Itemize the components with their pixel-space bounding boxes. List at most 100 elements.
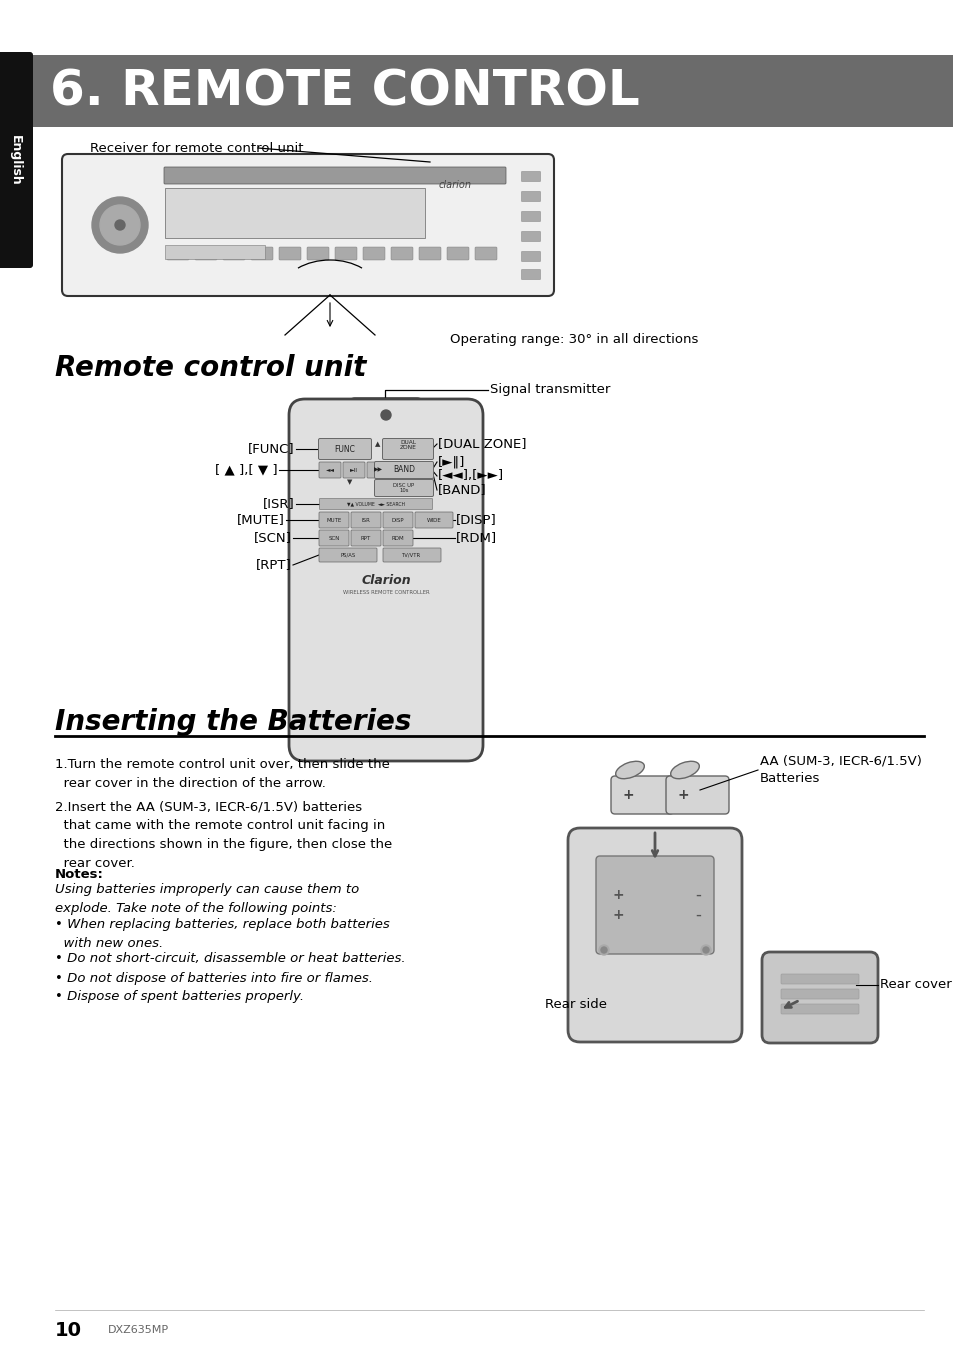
FancyBboxPatch shape [351, 512, 380, 529]
FancyBboxPatch shape [165, 188, 424, 238]
FancyBboxPatch shape [375, 461, 433, 479]
Text: ►II: ►II [350, 468, 357, 472]
Text: [RPT]: [RPT] [256, 558, 292, 572]
FancyBboxPatch shape [351, 530, 380, 546]
Text: [MUTE]: [MUTE] [237, 514, 285, 526]
FancyBboxPatch shape [307, 247, 329, 260]
Text: Using batteries improperly can cause them to
explode. Take note of the following: Using batteries improperly can cause the… [55, 883, 359, 915]
Text: [BAND]: [BAND] [437, 484, 486, 496]
FancyBboxPatch shape [0, 51, 33, 268]
Text: Rear side: Rear side [544, 999, 606, 1011]
FancyBboxPatch shape [781, 990, 858, 999]
Text: -: - [695, 906, 700, 923]
FancyBboxPatch shape [382, 530, 413, 546]
FancyBboxPatch shape [521, 269, 540, 280]
Circle shape [700, 945, 710, 955]
FancyBboxPatch shape [167, 247, 189, 260]
Text: • Do not short-circuit, disassemble or heat batteries.: • Do not short-circuit, disassemble or h… [55, 952, 405, 965]
Text: ◄◄: ◄◄ [325, 468, 335, 472]
Text: +: + [612, 909, 623, 922]
FancyBboxPatch shape [194, 247, 216, 260]
FancyBboxPatch shape [318, 438, 371, 460]
Text: MUTE: MUTE [326, 518, 341, 522]
FancyBboxPatch shape [318, 462, 340, 479]
Text: Signal transmitter: Signal transmitter [490, 384, 610, 396]
FancyBboxPatch shape [382, 548, 440, 562]
FancyBboxPatch shape [521, 172, 540, 181]
Text: • Dispose of spent batteries properly.: • Dispose of spent batteries properly. [55, 990, 304, 1003]
Text: Rear cover: Rear cover [879, 979, 951, 991]
Text: +: + [612, 888, 623, 902]
Text: BAND: BAND [393, 465, 415, 475]
FancyBboxPatch shape [596, 856, 713, 955]
Text: ▲: ▲ [375, 441, 380, 448]
FancyBboxPatch shape [318, 548, 376, 562]
Text: RDM: RDM [392, 535, 404, 541]
FancyBboxPatch shape [363, 247, 385, 260]
Text: [ ▲ ],[ ▼ ]: [ ▲ ],[ ▼ ] [215, 464, 277, 476]
FancyBboxPatch shape [382, 438, 433, 460]
FancyBboxPatch shape [521, 192, 540, 201]
Text: WIDE: WIDE [426, 518, 441, 522]
FancyBboxPatch shape [521, 211, 540, 222]
Text: clarion: clarion [438, 180, 471, 191]
Text: ▼▲ VOLUME  ◄► SEARCH: ▼▲ VOLUME ◄► SEARCH [347, 502, 405, 507]
FancyBboxPatch shape [375, 480, 433, 496]
Text: WIRELESS REMOTE CONTROLLER: WIRELESS REMOTE CONTROLLER [342, 589, 429, 595]
FancyBboxPatch shape [475, 247, 497, 260]
Circle shape [380, 410, 391, 420]
FancyBboxPatch shape [278, 247, 301, 260]
FancyBboxPatch shape [62, 154, 554, 296]
Text: 1.Turn the remote control unit over, then slide the
  rear cover in the directio: 1.Turn the remote control unit over, the… [55, 758, 390, 790]
Text: TV/VTR: TV/VTR [402, 553, 421, 557]
FancyBboxPatch shape [781, 1005, 858, 1014]
Text: • When replacing batteries, replace both batteries
  with new ones.: • When replacing batteries, replace both… [55, 918, 390, 950]
FancyBboxPatch shape [335, 247, 356, 260]
Ellipse shape [615, 761, 643, 779]
Text: [SCN]: [SCN] [253, 531, 292, 545]
Text: 10: 10 [55, 1321, 82, 1340]
FancyBboxPatch shape [165, 245, 265, 260]
Text: +: + [677, 788, 688, 802]
FancyBboxPatch shape [319, 499, 432, 510]
FancyBboxPatch shape [382, 512, 413, 529]
Text: PS/AS: PS/AS [340, 553, 355, 557]
Text: 2.Insert the AA (SUM-3, IECR-6/1.5V) batteries
  that came with the remote contr: 2.Insert the AA (SUM-3, IECR-6/1.5V) bat… [55, 800, 392, 869]
Circle shape [600, 946, 606, 953]
Text: SCN: SCN [328, 535, 339, 541]
FancyBboxPatch shape [521, 231, 540, 242]
Circle shape [702, 946, 708, 953]
Text: • Do not dispose of batteries into fire or flames.: • Do not dispose of batteries into fire … [55, 972, 373, 986]
FancyBboxPatch shape [164, 168, 505, 184]
FancyBboxPatch shape [343, 462, 365, 479]
Text: [ISR]: [ISR] [263, 498, 294, 511]
Text: Remote control unit: Remote control unit [55, 354, 366, 383]
Text: ▶▶: ▶▶ [374, 468, 382, 472]
Text: 6. REMOTE CONTROL: 6. REMOTE CONTROL [50, 68, 639, 115]
Text: +: + [621, 788, 633, 802]
FancyBboxPatch shape [318, 530, 349, 546]
Ellipse shape [670, 761, 699, 779]
Text: [◄◄],[►►]: [◄◄],[►►] [437, 469, 503, 483]
Circle shape [100, 206, 140, 245]
Text: [FUNC]: [FUNC] [248, 442, 294, 456]
FancyBboxPatch shape [223, 247, 245, 260]
Text: DUAL
ZONE: DUAL ZONE [399, 439, 416, 450]
FancyBboxPatch shape [289, 399, 482, 761]
Text: ▼: ▼ [347, 479, 353, 485]
FancyBboxPatch shape [447, 247, 469, 260]
FancyBboxPatch shape [610, 776, 673, 814]
Text: Notes:: Notes: [55, 868, 104, 882]
Text: Operating range: 30° in all directions: Operating range: 30° in all directions [450, 334, 698, 346]
FancyBboxPatch shape [350, 397, 421, 429]
FancyBboxPatch shape [567, 827, 741, 1042]
Text: [►‖]: [►‖] [437, 456, 465, 469]
FancyBboxPatch shape [781, 973, 858, 984]
Text: DISC UP
10s: DISC UP 10s [393, 483, 415, 493]
Circle shape [115, 220, 125, 230]
Text: ISR: ISR [361, 518, 370, 522]
FancyBboxPatch shape [418, 247, 440, 260]
FancyBboxPatch shape [521, 251, 540, 261]
Text: Receiver for remote control unit: Receiver for remote control unit [90, 142, 303, 154]
Text: [DUAL ZONE]: [DUAL ZONE] [437, 438, 526, 450]
